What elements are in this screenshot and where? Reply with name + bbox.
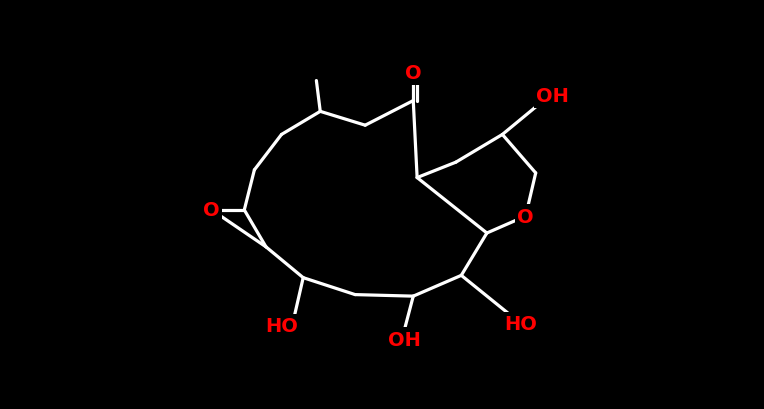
Text: HO: HO [503, 315, 536, 334]
Text: O: O [405, 64, 422, 83]
Text: OH: OH [387, 330, 420, 349]
Text: O: O [203, 201, 220, 220]
Text: OH: OH [536, 87, 569, 106]
Text: O: O [517, 207, 534, 226]
Text: HO: HO [265, 316, 298, 335]
